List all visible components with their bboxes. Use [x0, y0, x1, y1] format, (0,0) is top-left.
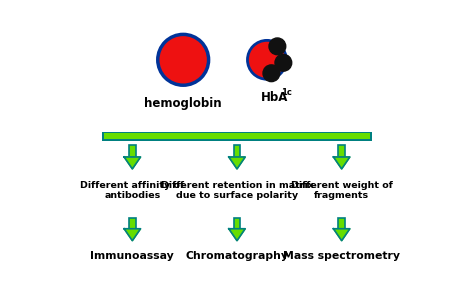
Circle shape — [158, 34, 209, 85]
Circle shape — [247, 40, 286, 79]
Text: Different weight of
fragments: Different weight of fragments — [291, 181, 392, 200]
Bar — [129, 145, 136, 157]
Polygon shape — [333, 229, 350, 241]
Polygon shape — [229, 157, 245, 169]
Circle shape — [275, 54, 292, 71]
Text: Mass spectrometry: Mass spectrometry — [283, 251, 400, 261]
Bar — [102, 132, 372, 141]
Bar — [338, 145, 345, 157]
Text: hemoglobin: hemoglobin — [145, 97, 222, 110]
Bar — [104, 133, 370, 139]
Text: Different retention in matrix
due to surface polarity: Different retention in matrix due to sur… — [161, 181, 313, 200]
Bar — [234, 145, 240, 157]
Polygon shape — [229, 229, 245, 241]
Polygon shape — [333, 157, 350, 169]
Polygon shape — [124, 229, 141, 241]
Circle shape — [269, 38, 286, 55]
Bar — [129, 218, 136, 229]
Text: Chromatography: Chromatography — [185, 251, 289, 261]
Polygon shape — [124, 157, 141, 169]
Circle shape — [263, 65, 280, 82]
Text: HbA: HbA — [261, 91, 288, 104]
Bar — [338, 218, 345, 229]
Text: 1c: 1c — [281, 88, 292, 97]
Bar — [234, 218, 240, 229]
Text: Different affinity of
antibodies: Different affinity of antibodies — [80, 181, 184, 200]
Text: Immunoassay: Immunoassay — [91, 251, 174, 261]
